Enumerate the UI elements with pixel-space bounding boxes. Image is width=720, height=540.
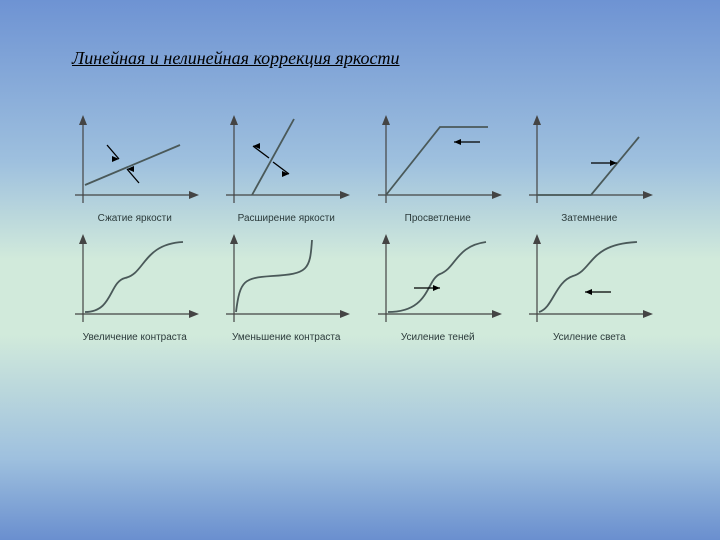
- chart-darken: [519, 115, 659, 211]
- panel-dec-contrast: Уменьшение контраста: [214, 234, 360, 343]
- slide: Линейная и нелинейная коррекция яркости …: [0, 0, 720, 540]
- panel-label-dec-contrast: Уменьшение контраста: [232, 332, 340, 343]
- slide-title: Линейная и нелинейная коррекция яркости: [72, 48, 400, 69]
- panel-label-lighten: Просветление: [405, 213, 471, 224]
- panel-expand: Расширение яркости: [214, 115, 360, 224]
- chart-inc-contrast: [65, 234, 205, 330]
- panel-inc-contrast: Увеличение контраста: [62, 234, 208, 343]
- chart-expand: [216, 115, 356, 211]
- panel-highlights: Усиление света: [517, 234, 663, 343]
- panel-label-expand: Расширение яркости: [238, 213, 335, 224]
- panel-grid: Сжатие яркости Расширение яркости Просветл…: [62, 115, 662, 343]
- panel-label-highlights: Усиление света: [553, 332, 626, 343]
- chart-shadows: [368, 234, 508, 330]
- panel-lighten: Просветление: [365, 115, 511, 224]
- chart-dec-contrast: [216, 234, 356, 330]
- panel-label-darken: Затемнение: [561, 213, 617, 224]
- chart-compress: [65, 115, 205, 211]
- panel-darken: Затемнение: [517, 115, 663, 224]
- panel-shadows: Усиление теней: [365, 234, 511, 343]
- panel-label-inc-contrast: Увеличение контраста: [83, 332, 187, 343]
- panel-label-compress: Сжатие яркости: [98, 213, 172, 224]
- chart-highlights: [519, 234, 659, 330]
- panel-label-shadows: Усиление теней: [401, 332, 475, 343]
- panel-compress: Сжатие яркости: [62, 115, 208, 224]
- chart-lighten: [368, 115, 508, 211]
